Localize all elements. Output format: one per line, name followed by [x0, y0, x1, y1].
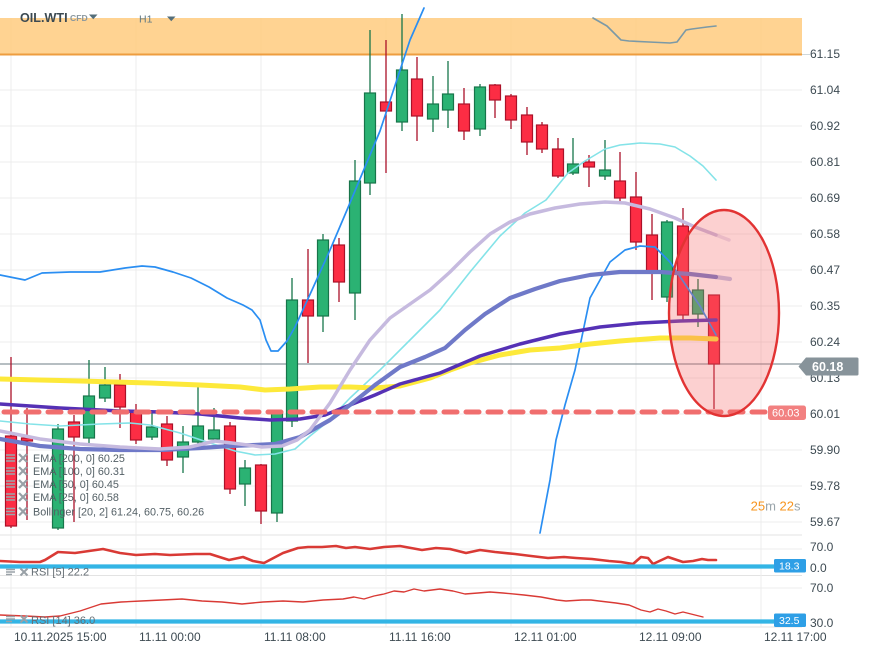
svg-text:59.67: 59.67: [810, 515, 840, 529]
svg-text:30.0: 30.0: [810, 616, 834, 630]
svg-text:60.03: 60.03: [772, 408, 800, 420]
svg-text:11.11 08:00: 11.11 08:00: [264, 630, 326, 644]
svg-text:OIL.WTI: OIL.WTI: [20, 11, 68, 25]
svg-text:60.92: 60.92: [810, 119, 840, 133]
svg-text:61.15: 61.15: [810, 47, 840, 61]
svg-text:EMA [200, 0] 60.25: EMA [200, 0] 60.25: [33, 453, 125, 465]
svg-text:59.78: 59.78: [810, 479, 840, 493]
svg-text:H1: H1: [139, 14, 153, 26]
svg-text:18.3: 18.3: [779, 561, 800, 573]
svg-text:0.0: 0.0: [810, 561, 827, 575]
svg-text:12.11 09:00: 12.11 09:00: [639, 630, 702, 644]
svg-text:70.0: 70.0: [810, 581, 834, 595]
svg-text:EMA [25, 0] 60.58: EMA [25, 0] 60.58: [33, 492, 119, 504]
svg-text:RSI [5] 22.2: RSI [5] 22.2: [31, 567, 89, 579]
svg-text:60.01: 60.01: [810, 407, 840, 421]
svg-text:EMA [100, 0] 60.31: EMA [100, 0] 60.31: [33, 466, 125, 478]
svg-text:60.18: 60.18: [812, 360, 843, 374]
svg-text:25m 22s: 25m 22s: [751, 499, 801, 514]
svg-text:60.24: 60.24: [810, 335, 840, 349]
svg-text:RSI [14] 36.0: RSI [14] 36.0: [31, 615, 95, 627]
svg-text:EMA [50, 0] 60.45: EMA [50, 0] 60.45: [33, 479, 119, 491]
svg-text:59.90: 59.90: [810, 443, 840, 457]
svg-text:12.11 17:00: 12.11 17:00: [764, 630, 827, 644]
svg-text:60.81: 60.81: [810, 155, 840, 169]
svg-text:11.11 16:00: 11.11 16:00: [389, 630, 451, 644]
svg-text:10.11.2025 15:00: 10.11.2025 15:00: [14, 630, 107, 644]
svg-text:60.47: 60.47: [810, 263, 840, 277]
svg-text:60.35: 60.35: [810, 299, 840, 313]
svg-text:60.58: 60.58: [810, 227, 840, 241]
svg-text:CFD: CFD: [70, 13, 88, 23]
svg-text:Bollinger [20, 2] 61.24, 60.75: Bollinger [20, 2] 61.24, 60.75, 60.26: [33, 507, 204, 519]
svg-text:12.11 01:00: 12.11 01:00: [514, 630, 577, 644]
svg-text:11.11 00:00: 11.11 00:00: [139, 630, 201, 644]
svg-text:32.5: 32.5: [779, 615, 800, 627]
svg-text:70.0: 70.0: [810, 540, 834, 554]
svg-text:60.69: 60.69: [810, 191, 840, 205]
svg-text:61.04: 61.04: [810, 83, 840, 97]
